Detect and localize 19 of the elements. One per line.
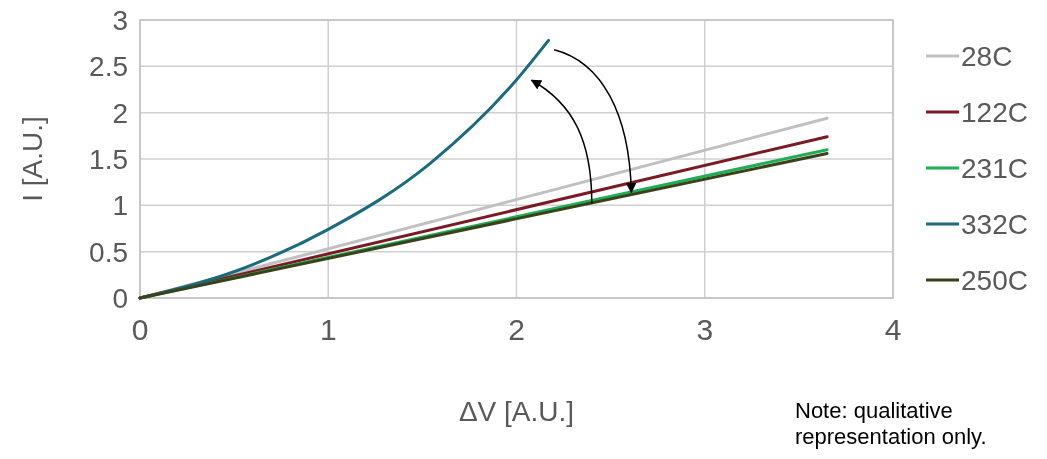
y-tick-label: 0.5 xyxy=(89,236,128,268)
legend-label: 231C xyxy=(961,153,1028,184)
x-tick-label: 1 xyxy=(319,313,337,346)
legend-label: 122C xyxy=(961,97,1028,128)
y-tick-label: 1.5 xyxy=(89,144,128,175)
x-tick-label: 3 xyxy=(696,313,714,346)
y-tick-label: 2 xyxy=(112,97,128,129)
y-tick-label: 0 xyxy=(112,283,128,314)
y-tick-label: 3 xyxy=(112,5,128,36)
x-axis-title: ΔV [A.U.] xyxy=(458,396,575,427)
y-axis-title: I [A.U.] xyxy=(17,116,48,202)
legend-label: 28C xyxy=(961,41,1013,72)
legend-label: 332C xyxy=(961,209,1028,240)
x-tick-label: 2 xyxy=(508,313,525,346)
text: Note: qualitative representation only. xyxy=(795,398,987,449)
y-tick-label: 2.5 xyxy=(89,51,128,83)
legend-label: 250C xyxy=(961,265,1028,296)
y-tick-label: 1 xyxy=(112,190,128,222)
x-tick-label: 4 xyxy=(884,313,902,346)
